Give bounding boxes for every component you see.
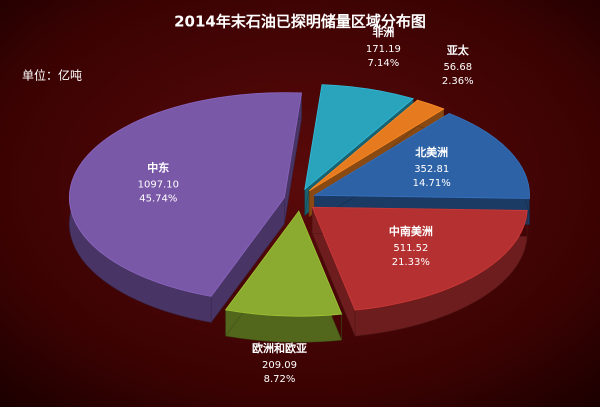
- percent-label: 45.74%: [139, 193, 177, 204]
- slice: [313, 113, 530, 199]
- value-label: 56.68: [443, 62, 472, 73]
- slice: [304, 84, 415, 191]
- value-label: 209.09: [262, 360, 297, 371]
- slice: [68, 92, 303, 297]
- slice-name: 欧洲和欧亚: [252, 341, 307, 355]
- value-label: 352.81: [414, 164, 449, 175]
- slice-name: 非洲: [372, 25, 394, 39]
- slice: [308, 99, 445, 192]
- chart-title: 2014年末石油已探明储量区域分布图: [174, 13, 426, 31]
- value-label: 511.52: [393, 243, 428, 254]
- percent-label: 14.71%: [413, 178, 451, 189]
- slice-name: 北美洲: [415, 145, 448, 159]
- percent-label: 7.14%: [367, 58, 399, 69]
- percent-label: 21.33%: [392, 257, 430, 268]
- value-label: 1097.10: [138, 179, 179, 190]
- slice-name: 中南美洲: [389, 224, 433, 238]
- slice-name: 中东: [147, 160, 169, 174]
- slice-name: 亚太: [447, 43, 470, 57]
- slice: [224, 210, 343, 317]
- value-label: 171.19: [366, 44, 401, 55]
- unit-label: 单位：亿吨: [22, 68, 82, 83]
- slice: [311, 206, 528, 311]
- percent-label: 2.36%: [442, 76, 474, 87]
- percent-label: 8.72%: [264, 374, 296, 385]
